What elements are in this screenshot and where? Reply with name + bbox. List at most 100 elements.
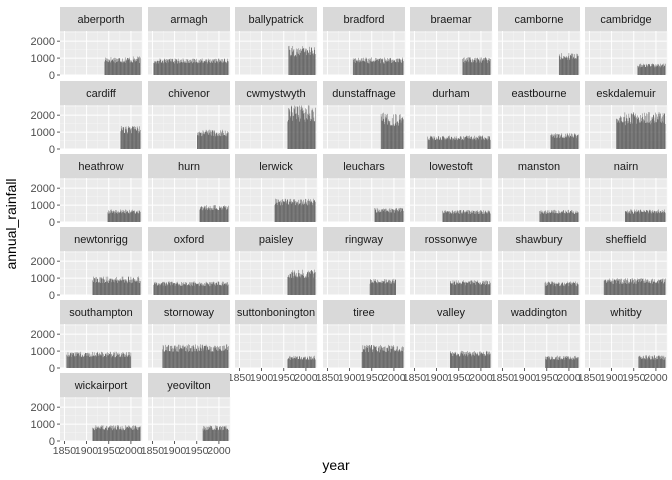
- x-tick-label: 1900: [600, 372, 624, 384]
- y-tick-label: 0: [49, 290, 55, 302]
- x-tick-label: 1950: [185, 445, 209, 457]
- facet-strip: [235, 227, 317, 251]
- x-tick-label: 2000: [469, 372, 493, 384]
- facet-strip: [235, 81, 317, 105]
- y-axis-title: annual_rainfall: [3, 178, 19, 269]
- y-tick-label: 2000: [31, 36, 55, 48]
- facet-label: sheffield: [606, 234, 647, 246]
- facet-label: cardiff: [86, 88, 117, 100]
- y-tick-label: 1000: [31, 273, 55, 285]
- facet-strip: [235, 7, 317, 31]
- x-tick-label: 1850: [141, 445, 165, 457]
- y-tick-label: 2000: [31, 256, 55, 268]
- facet-label: rossonwye: [425, 234, 478, 246]
- y-tick-label: 1000: [31, 200, 55, 212]
- facet-strip: [60, 227, 142, 251]
- y-tick-label: 0: [49, 217, 55, 229]
- x-tick-label: 1900: [425, 372, 449, 384]
- facet-strip: [235, 154, 317, 178]
- facet-label: cwmystwyth: [246, 88, 305, 100]
- facet-label: hurn: [178, 161, 200, 173]
- y-tick-label: 1000: [31, 346, 55, 358]
- facet-strip: [410, 81, 492, 105]
- x-tick-label: 1950: [272, 372, 296, 384]
- y-tick-label: 2000: [31, 402, 55, 414]
- facet-label: leuchars: [343, 161, 385, 173]
- facet-strip: [323, 81, 405, 105]
- facet-label: dunstaffnage: [332, 88, 395, 100]
- y-tick-label: 2000: [31, 110, 55, 122]
- facet-label: whitby: [609, 307, 642, 319]
- facet-label: nairn: [614, 161, 638, 173]
- x-tick-label: 1900: [513, 372, 537, 384]
- x-tick-label: 1950: [535, 372, 559, 384]
- facet-label: ringway: [345, 234, 383, 246]
- facet-label: oxford: [174, 234, 205, 246]
- x-tick-label: 1850: [578, 372, 602, 384]
- facet-label: wickairport: [74, 380, 128, 392]
- y-tick-label: 0: [49, 436, 55, 448]
- facet-strip: [148, 227, 230, 251]
- facet-label: waddington: [510, 307, 567, 319]
- facet-label: lerwick: [259, 161, 293, 173]
- facet-strip: [148, 7, 230, 31]
- y-tick-label: 1000: [31, 53, 55, 65]
- facet-label: suttonbonington: [237, 307, 315, 319]
- x-axis-title: year: [322, 457, 350, 473]
- x-tick-label: 2000: [294, 372, 318, 384]
- facet-strip: [148, 154, 230, 178]
- facet-strip: [60, 7, 142, 31]
- x-tick-label: 1950: [97, 445, 121, 457]
- facet-strip: [323, 300, 405, 324]
- facet-strip: [60, 300, 142, 324]
- facet-strip: [410, 154, 492, 178]
- facet-strip: [148, 373, 230, 397]
- facet-label: braemar: [431, 14, 472, 26]
- facet-label: shawbury: [515, 234, 563, 246]
- facet-strip: [410, 7, 492, 31]
- x-tick-label: 1950: [622, 372, 646, 384]
- facet-label: bradford: [344, 14, 385, 26]
- y-tick-label: 1000: [31, 127, 55, 139]
- facet-label: heathrow: [78, 161, 123, 173]
- facet-strip: [410, 300, 492, 324]
- facet-strip: [410, 227, 492, 251]
- facet-strip: [585, 81, 667, 105]
- facet-label: eskdalemuir: [596, 88, 656, 100]
- facet-strip: [235, 300, 317, 324]
- x-tick-label: 1950: [360, 372, 384, 384]
- x-tick-label: 1950: [447, 372, 471, 384]
- facet-label: lowestoft: [429, 161, 472, 173]
- x-tick-label: 1850: [316, 372, 340, 384]
- x-tick-label: 2000: [557, 372, 581, 384]
- y-tick-label: 0: [49, 363, 55, 375]
- facet-label: armagh: [170, 14, 207, 26]
- x-tick-label: 2000: [382, 372, 406, 384]
- facet-strip: [323, 7, 405, 31]
- facet-label: camborne: [515, 14, 564, 26]
- y-tick-label: 2000: [31, 183, 55, 195]
- facet-label: ballypatrick: [248, 14, 304, 26]
- x-tick-label: 2000: [119, 445, 143, 457]
- x-tick-label: 1900: [250, 372, 274, 384]
- facet-strip: [498, 227, 580, 251]
- facet-label: valley: [437, 307, 466, 319]
- x-tick-label: 1900: [163, 445, 187, 457]
- facet-strip: [148, 81, 230, 105]
- x-tick-label: 1900: [338, 372, 362, 384]
- facet-label: eastbourne: [511, 88, 566, 100]
- facet-strip: [498, 300, 580, 324]
- facet-label: manston: [518, 161, 560, 173]
- facet-strip: [585, 300, 667, 324]
- facet-label: cambridge: [600, 14, 651, 26]
- facet-strip: [498, 7, 580, 31]
- facet-strip: [60, 81, 142, 105]
- facet-label: newtonrigg: [74, 234, 128, 246]
- facet-strip: [585, 154, 667, 178]
- facet-label: paisley: [259, 234, 294, 246]
- facet-label: tiree: [353, 307, 374, 319]
- facet-label: stornoway: [164, 307, 215, 319]
- facet-label: aberporth: [77, 14, 124, 26]
